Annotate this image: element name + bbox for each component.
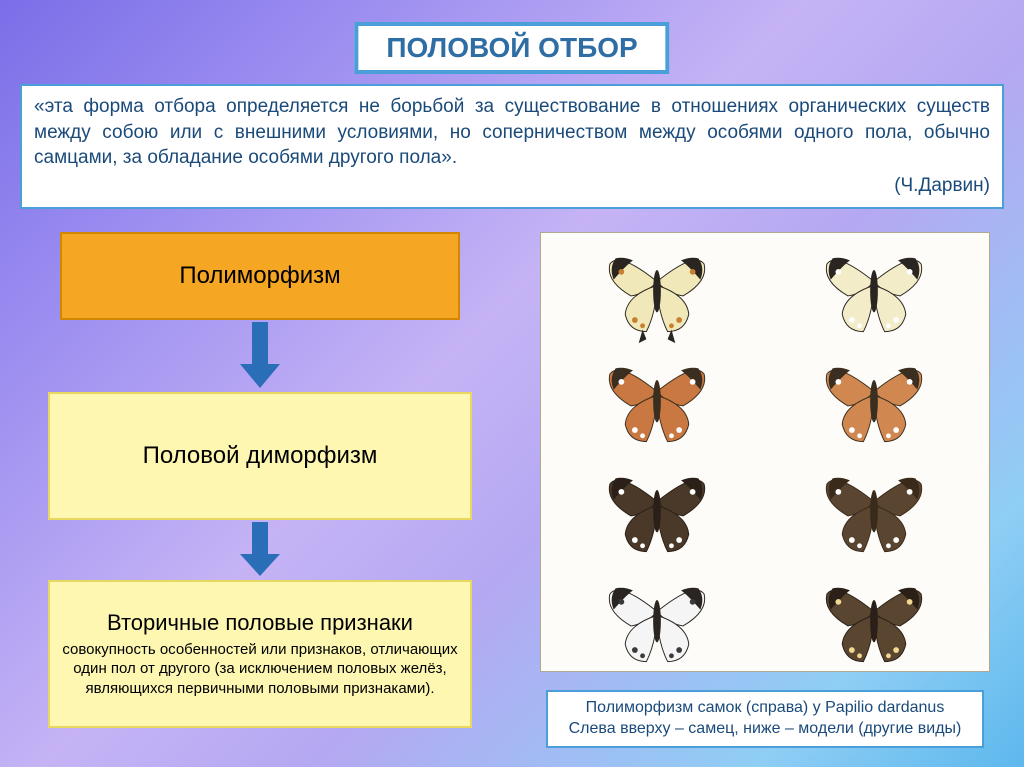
polymorphism-box: Полиморфизм xyxy=(60,232,460,320)
quote-text: «эта форма отбора определяется не борьбо… xyxy=(34,94,990,171)
butterfly-icon xyxy=(557,573,757,677)
butterfly-cell xyxy=(768,243,979,347)
butterfly-cell xyxy=(768,353,979,457)
quote-box: «эта форма отбора определяется не борьбо… xyxy=(20,84,1004,209)
butterfly-icon xyxy=(557,463,757,567)
butterfly-icon xyxy=(774,463,974,567)
arrow-down-icon xyxy=(240,322,280,390)
butterfly-cell xyxy=(551,243,762,347)
secondary-subtext: совокупность особенностей или признаков,… xyxy=(62,640,458,699)
dimorphism-label: Половой диморфизм xyxy=(143,442,378,470)
secondary-header: Вторичные половые признаки xyxy=(62,610,458,636)
caption-line2: Слева вверху – самец, ниже – модели (дру… xyxy=(556,719,974,740)
butterfly-cell xyxy=(768,573,979,677)
butterfly-cell xyxy=(768,463,979,567)
caption-box: Полиморфизм самок (справа) у Papilio dar… xyxy=(546,690,984,748)
quote-author: (Ч.Дарвин) xyxy=(34,173,990,199)
polymorphism-label: Полиморфизм xyxy=(179,262,340,290)
butterfly-icon xyxy=(774,353,974,457)
butterfly-icon xyxy=(557,353,757,457)
dimorphism-box: Половой диморфизм xyxy=(48,392,472,520)
title-text: ПОЛОВОЙ ОТБОР xyxy=(386,32,637,63)
butterfly-icon xyxy=(557,243,757,347)
secondary-traits-box: Вторичные половые признаки совокупность … xyxy=(48,580,472,728)
title-box: ПОЛОВОЙ ОТБОР xyxy=(354,22,669,74)
butterfly-cell xyxy=(551,353,762,457)
butterfly-panel xyxy=(540,232,990,672)
butterfly-icon xyxy=(774,243,974,347)
caption-line1: Полиморфизм самок (справа) у Papilio dar… xyxy=(556,698,974,719)
butterfly-cell xyxy=(551,463,762,567)
butterfly-cell xyxy=(551,573,762,677)
arrow-down-icon xyxy=(240,522,280,578)
butterfly-icon xyxy=(774,573,974,677)
